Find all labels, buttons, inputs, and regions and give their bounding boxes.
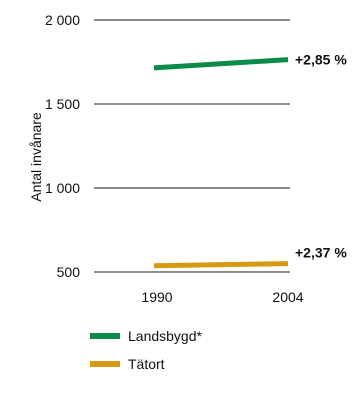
change-label-tätort: +2,37 % bbox=[295, 245, 347, 261]
x-axis-ticks: 1990 2004 bbox=[141, 289, 303, 305]
legend-swatch-landsbygd bbox=[90, 333, 120, 339]
x-tick-label-2004: 2004 bbox=[272, 289, 303, 305]
legend-label-tätort: Tätort bbox=[128, 356, 165, 372]
y-axis-title: Antal invånare bbox=[28, 112, 44, 202]
series-line-tätort bbox=[153, 261, 289, 269]
change-label-landsbygd: +2,85 % bbox=[295, 52, 347, 68]
y-tick-label-1500: 1 500 bbox=[45, 96, 80, 112]
y-tick-label-2000: 2 000 bbox=[45, 12, 80, 28]
series-line-landsbygd bbox=[153, 57, 289, 71]
series-lines bbox=[153, 57, 289, 269]
y-tick-label-1000: 1 000 bbox=[45, 180, 80, 196]
legend-label-landsbygd: Landsbygd* bbox=[128, 328, 203, 344]
y-tick-label-500: 500 bbox=[57, 264, 81, 280]
legend: Landsbygd* Tätort bbox=[90, 328, 203, 372]
change-labels: +2,85 % +2,37 % bbox=[295, 52, 347, 261]
legend-swatch-tätort bbox=[90, 361, 120, 367]
x-tick-label-1990: 1990 bbox=[141, 289, 172, 305]
y-axis-ticks: 500 1 000 1 500 2 000 bbox=[45, 12, 80, 280]
gridlines bbox=[94, 19, 290, 273]
